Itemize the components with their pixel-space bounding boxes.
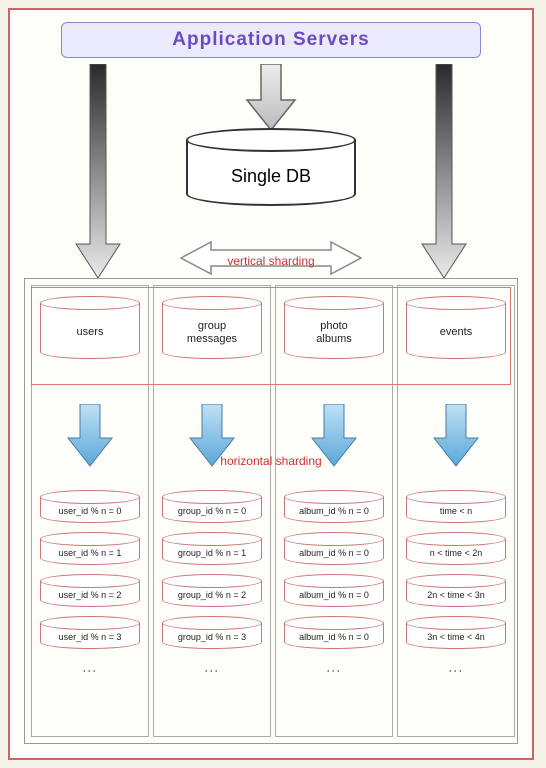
- head-label: events: [440, 326, 472, 338]
- ellipsis: ⋮: [326, 664, 342, 676]
- shard-label: user_id % n = 2: [59, 591, 122, 601]
- shard-label: group_id % n = 3: [178, 633, 246, 643]
- arrow-long-right: [414, 64, 474, 284]
- head-label: users: [77, 326, 104, 338]
- arrow-short-center: [241, 64, 301, 134]
- cylinder-top: [186, 128, 356, 152]
- column-events: events time < n n < time < 2n 2n < time …: [397, 285, 515, 737]
- app-servers-label: Application Servers: [172, 29, 369, 51]
- column-users: users user_id % n = 0 user_id % n = 1 us…: [31, 285, 149, 737]
- shard-label: n < time < 2n: [430, 549, 483, 559]
- shard-label: group_id % n = 1: [178, 549, 246, 559]
- column-group-messages: group messages group_id % n = 0 group_id…: [153, 285, 271, 737]
- ellipsis: ⋮: [204, 664, 220, 676]
- shard-label: time < n: [440, 507, 472, 517]
- column-photo-albums: photo albums album_id % n = 0 album_id %…: [275, 285, 393, 737]
- shard-label: user_id % n = 1: [59, 549, 122, 559]
- head-label: group messages: [187, 320, 237, 344]
- shard-label: group_id % n = 0: [178, 507, 246, 517]
- single-db-label: Single DB: [231, 166, 311, 187]
- horizontal-sharding-label: horizontal sharding: [220, 454, 321, 468]
- arrow-blue: [64, 404, 116, 470]
- shard-label: 2n < time < 3n: [427, 591, 485, 601]
- arrow-blue: [430, 404, 482, 470]
- vertical-sharding-label: vertical sharding: [227, 254, 314, 268]
- shard-label: album_id % n = 0: [299, 549, 369, 559]
- shard-label: 3n < time < 4n: [427, 633, 485, 643]
- arrow-long-left: [68, 64, 128, 284]
- shard-label: group_id % n = 2: [178, 591, 246, 601]
- app-servers-box: Application Servers: [61, 22, 481, 58]
- shard-label: album_id % n = 0: [299, 633, 369, 643]
- shard-label: user_id % n = 3: [59, 633, 122, 643]
- shard-label: user_id % n = 0: [59, 507, 122, 517]
- ellipsis: ⋮: [448, 664, 464, 676]
- diagram-frame: Application Servers Single DB vertical s…: [8, 8, 534, 760]
- ellipsis: ⋮: [82, 664, 98, 676]
- head-label: photo albums: [316, 320, 351, 344]
- shard-container: users user_id % n = 0 user_id % n = 1 us…: [24, 278, 518, 744]
- single-db-cylinder: Single DB: [186, 138, 356, 212]
- shard-label: album_id % n = 0: [299, 591, 369, 601]
- shard-label: album_id % n = 0: [299, 507, 369, 517]
